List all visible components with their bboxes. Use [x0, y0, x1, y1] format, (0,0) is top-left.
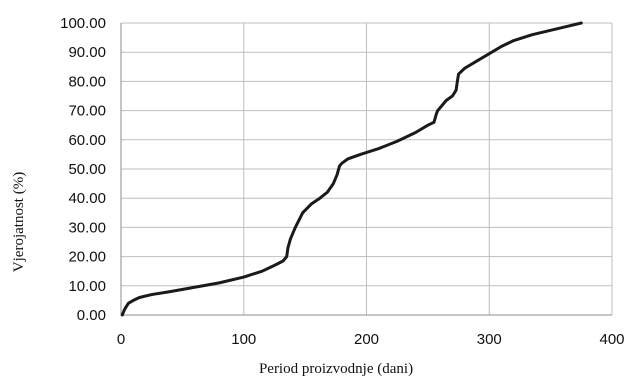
- x-tick-label: 300: [477, 331, 502, 348]
- y-tick-label: 80.00: [68, 73, 106, 90]
- y-tick-label: 20.00: [68, 249, 106, 266]
- y-tick-label: 60.00: [68, 132, 106, 149]
- series-line-1: [120, 21, 583, 317]
- x-tick-label: 400: [599, 331, 624, 348]
- y-tick-label: 50.00: [68, 161, 106, 178]
- y-tick-label: 10.00: [68, 278, 106, 295]
- x-tick-label: 0: [117, 331, 125, 348]
- x-axis-title: Period proizvodnje (dani): [259, 361, 413, 377]
- y-tick-label: 100.00: [60, 15, 106, 32]
- y-tick-label: 70.00: [68, 103, 106, 120]
- grid: [121, 22, 613, 315]
- x-tick-labels: 0 100 200 300 400: [117, 331, 625, 348]
- series-group: [120, 21, 583, 317]
- x-tick-label: 200: [354, 331, 379, 348]
- axes: [120, 23, 612, 316]
- y-tick-label: 30.00: [68, 219, 106, 236]
- y-tick-label: 40.00: [68, 190, 106, 207]
- x-tick-label: 100: [231, 331, 256, 348]
- y-tick-labels: 0.00 10.00 20.00 30.00 40.00 50.00 60.00 70.00 8…: [60, 15, 106, 324]
- y-tick-label: 90.00: [68, 44, 106, 61]
- y-tick-label: 0.00: [77, 307, 106, 324]
- y-axis-title: Vjerojatnost (%): [11, 172, 27, 272]
